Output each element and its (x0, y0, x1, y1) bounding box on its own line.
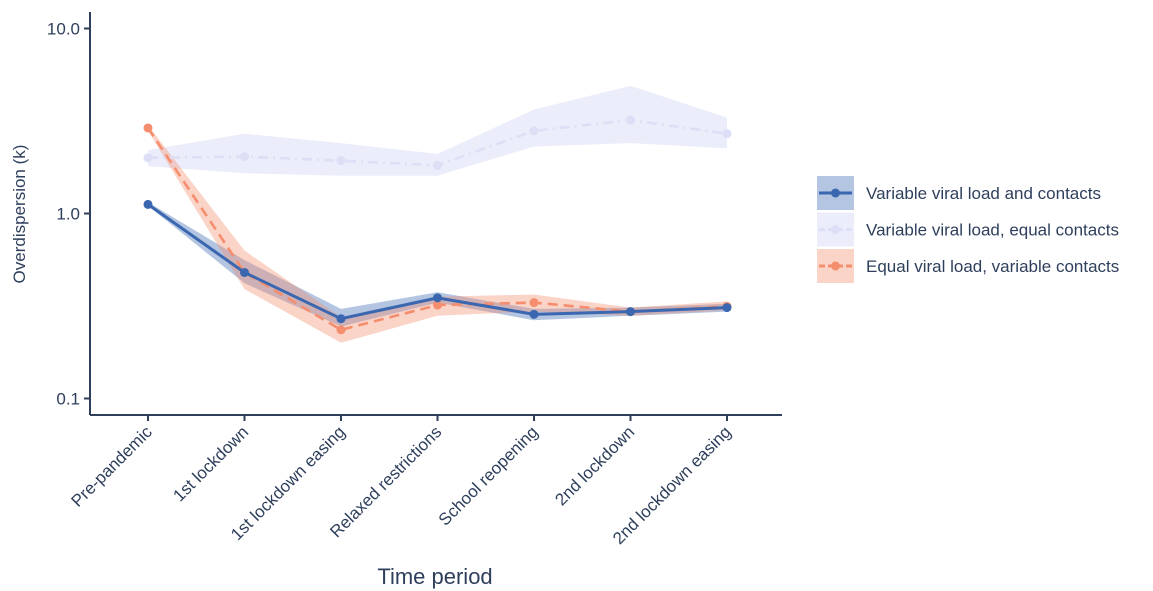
confidence-band (148, 125, 727, 343)
data-point (433, 300, 442, 310)
x-tick-label: 1st lockdown (169, 422, 252, 505)
data-point (143, 199, 153, 209)
data-point (433, 293, 442, 303)
data-point (626, 115, 635, 125)
legend: Variable viral load and contacts Variable… (817, 176, 1119, 283)
plot-area (143, 85, 732, 343)
data-point (336, 314, 346, 324)
data-point (143, 153, 153, 163)
legend-label: Variable viral load and contacts (866, 184, 1101, 203)
data-point (626, 307, 635, 317)
data-point (240, 152, 249, 162)
legend-key-point (831, 225, 840, 234)
data-point (240, 267, 249, 277)
data-point (336, 325, 346, 335)
x-axis-title: Time period (377, 564, 492, 589)
x-tick-label: 2nd lockdown (551, 422, 638, 509)
y-tick-label: 10.0 (47, 20, 80, 39)
y-tick-label: 0.1 (56, 390, 80, 409)
confidence-band (148, 85, 727, 176)
y-axis-title: Overdispersion (k) (10, 145, 29, 284)
data-point (336, 156, 346, 166)
data-point (529, 309, 539, 319)
data-point (143, 123, 153, 133)
data-point (433, 160, 442, 170)
legend-key-point (831, 188, 840, 198)
legend-label: Equal viral load, variable contacts (866, 257, 1119, 276)
legend-label: Variable viral load, equal contacts (866, 221, 1119, 240)
data-point (529, 126, 539, 136)
x-tick-label: School reopening (435, 422, 542, 529)
data-point (722, 303, 732, 313)
data-point (722, 129, 732, 139)
data-point (529, 298, 539, 308)
x-tick-label: Pre-pandemic (68, 422, 157, 511)
y-tick-label: 1.0 (56, 205, 80, 224)
legend-key-point (831, 261, 840, 271)
